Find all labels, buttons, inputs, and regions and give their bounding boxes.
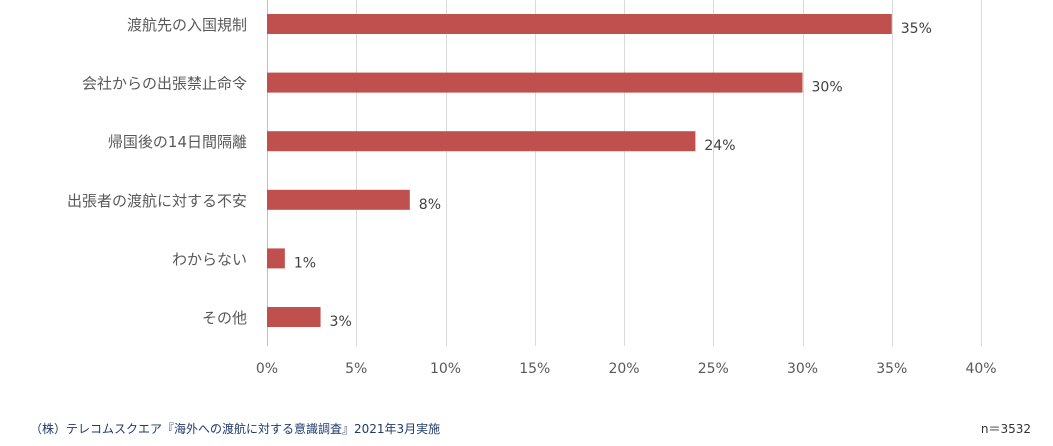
x-axis-ticks: 0% 5% 10% 15% 20% 25% 30% 35% 40%: [256, 361, 997, 377]
bar: [267, 248, 285, 269]
x-tick-label: 25%: [698, 361, 729, 377]
category-label: 渡航先の入国規制: [127, 16, 247, 34]
sample-size: n＝3532: [980, 422, 1031, 436]
x-tick-label: 15%: [519, 361, 550, 377]
x-tick-label: 0%: [256, 361, 278, 377]
data-label: 24%: [704, 138, 735, 154]
category-label: わからない: [172, 250, 247, 268]
data-label: 8%: [419, 197, 441, 213]
x-tick-label: 5%: [345, 361, 367, 377]
x-tick-label: 30%: [787, 361, 818, 377]
x-tick-label: 10%: [430, 361, 461, 377]
bar: [267, 131, 696, 152]
x-tick-label: 20%: [608, 361, 639, 377]
bar: [267, 72, 803, 93]
data-labels: 35% 30% 24% 8% 1% 3%: [294, 21, 932, 330]
bar: [267, 14, 892, 34]
x-tick-label: 35%: [876, 361, 907, 377]
category-label: その他: [202, 309, 247, 327]
data-label: 30%: [812, 80, 843, 96]
data-label: 1%: [294, 255, 316, 271]
category-label: 出張者の渡航に対する不安: [67, 192, 247, 210]
source-note: （株）テレコムスクエア『海外への渡航に対する意識調査』2021年3月実施: [30, 422, 441, 436]
category-labels: 渡航先の入国規制会社からの出張禁止命令帰国後の14日間隔離出張者の渡航に対する不…: [67, 16, 247, 327]
gridlines: [267, 0, 982, 346]
bar: [267, 189, 410, 210]
bar: [267, 307, 321, 327]
category-label: 会社からの出張禁止命令: [82, 75, 247, 93]
data-label: 35%: [901, 21, 932, 37]
data-label: 3%: [330, 314, 352, 330]
category-label: 帰国後の14日間隔離: [108, 133, 247, 151]
x-tick-label: 40%: [965, 361, 996, 377]
bars: [267, 14, 892, 327]
